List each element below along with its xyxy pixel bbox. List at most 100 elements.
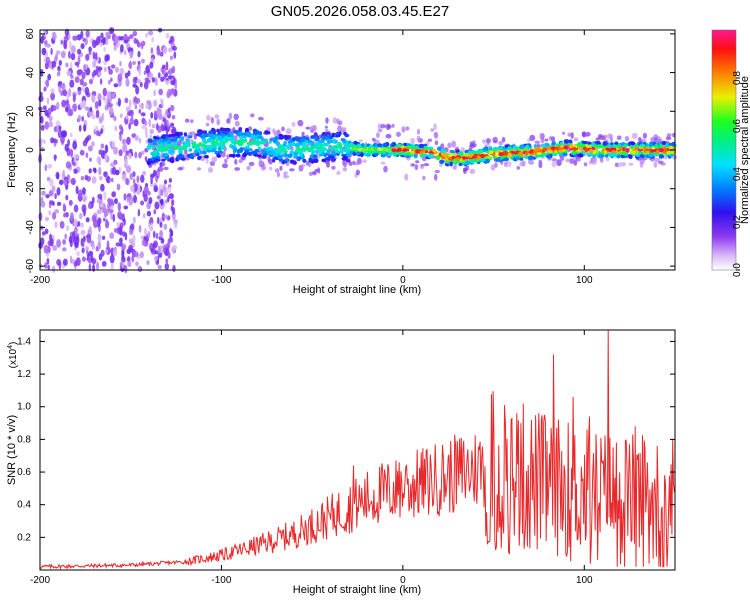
spectrogram-noise-cell (47, 73, 52, 81)
spectrogram-ridge-cell (289, 139, 294, 143)
spectrogram-halo-cell (371, 137, 376, 142)
spectrogram-noise-cell (100, 32, 104, 39)
spectrogram-noise-cell (97, 66, 103, 71)
spectrogram-noise-cell (160, 238, 165, 244)
spectrogram-noise-cell (50, 88, 55, 94)
spectrogram-noise-cell (40, 124, 45, 131)
spectrogram-halo-cell (163, 166, 169, 171)
spectrogram-noise-cell (43, 244, 49, 249)
spectrogram-noise-cell (130, 223, 135, 230)
spectrogram-noise-cell (136, 41, 141, 48)
spectrogram-noise-cell (61, 130, 66, 138)
snr-frame (39, 329, 676, 571)
spectrogram-noise-cell (162, 185, 167, 193)
spectrogram-noise-cell (162, 46, 168, 55)
spectrogram-ridge-cell (465, 161, 471, 165)
spectrogram-ridge-cell (321, 131, 326, 137)
spectrogram-noise-cell (40, 36, 44, 44)
spectrogram-noise-cell (43, 139, 46, 144)
spectrogram-halo-cell (291, 121, 296, 127)
spectrogram-noise-cell (128, 152, 132, 160)
spectrogram-halo-cell (492, 136, 498, 144)
spectrogram-noise-cell (150, 112, 154, 119)
spectrogram-halo-cell (539, 132, 545, 140)
spectrogram-noise-cell (168, 107, 171, 114)
spectrogram-noise-cell (124, 72, 129, 79)
spectrogram-noise-cell (132, 171, 136, 178)
spectrogram-ridge-cell (193, 149, 199, 154)
y-tick-label: 0.6 (17, 467, 31, 478)
spectrogram-ridge-cell (603, 150, 608, 155)
colorbar-label-visible: Normalized spectral amplitude (739, 76, 750, 224)
spectrogram-noise-cell (89, 78, 93, 85)
spectrogram-noise-cell (91, 215, 97, 223)
spectrogram-noise-cell (168, 68, 173, 76)
spectrogram-ridge-cell (367, 150, 371, 155)
spectrogram-halo-cell (423, 163, 430, 167)
spectrogram-ridge-cell (238, 127, 243, 132)
spectrogram-noise-cell (54, 209, 60, 214)
spectrogram-ridge-cell (254, 141, 259, 146)
spectrogram-ridge-cell (444, 157, 449, 162)
colorbar-tick-label: 0.0 (732, 263, 743, 277)
spectrogram-ridge-cell (280, 146, 286, 151)
spectrogram-noise-cell (120, 36, 124, 41)
spectrogram-noise-cell (116, 183, 121, 191)
spectrogram-halo-cell (415, 160, 420, 164)
spectrogram-halo-cell (595, 137, 601, 141)
spectrogram-halo-cell (336, 170, 341, 176)
spectrogram-noise-cell (137, 60, 141, 66)
spectrogram-noise-cell (39, 147, 45, 152)
spectrogram-halo-cell (165, 119, 169, 127)
spectrogram-halo-cell (226, 118, 231, 124)
spectrogram-noise-cell (119, 237, 123, 244)
spectrogram-noise-cell (73, 218, 78, 227)
spectrogram-noise-cell (125, 178, 130, 186)
spectrogram-noise-cell (113, 45, 117, 51)
spectrogram-ridge-cell (149, 145, 156, 148)
spectrogram-halo-cell (569, 158, 575, 164)
spectrogram-ridge-cell (618, 146, 623, 151)
spectrogram-halo-cell (289, 168, 295, 172)
spectrogram-halo-cell (151, 123, 156, 129)
spectrogram-ridge-cell (282, 142, 287, 147)
spectrogram-noise-cell (165, 80, 170, 85)
spectrogram-noise-cell (148, 118, 152, 128)
spectrogram-halo-cell (279, 165, 283, 171)
spectrogram-ridge-cell (423, 145, 429, 151)
spectrogram-noise-cell (56, 187, 61, 196)
spectrogram-noise-cell (108, 68, 113, 75)
spectrogram-noise-cell (80, 43, 85, 50)
spectrogram-ridge-cell (464, 152, 470, 157)
spectrogram-halo-cell (624, 136, 630, 142)
spectrogram-ridge-cell (166, 140, 172, 144)
spectrogram-noise-cell (132, 83, 137, 88)
spectrogram-noise-cell (144, 148, 149, 153)
spectrogram-noise-cell (46, 257, 50, 265)
spectrogram-halo-cell (450, 141, 457, 148)
spectrogram-ridge-cell (261, 149, 266, 154)
spectrogram-noise-cell (97, 217, 102, 225)
spectrogram-noise-cell (45, 56, 51, 65)
spectrogram-noise-cell (140, 235, 144, 240)
spectrogram-noise-cell (103, 46, 106, 52)
spectrogram-halo-cell (573, 137, 579, 142)
spectrogram-halo-cell (190, 119, 194, 124)
spectrogram-noise-cell (124, 264, 128, 274)
spectrogram-ridge-cell (152, 150, 159, 154)
spectrogram-ridge-cell (150, 160, 156, 164)
spectrogram-noise-cell (65, 161, 71, 169)
spectrogram-noise-cell (55, 50, 61, 55)
spectrogram-noise-cell (84, 174, 89, 181)
spectrogram-noise-cell (135, 97, 141, 104)
spectrogram-halo-cell (628, 162, 634, 166)
spectrogram-noise-cell (128, 244, 134, 252)
spectrogram-ridge-cell (472, 158, 478, 162)
spectrogram-halo-cell (575, 157, 581, 162)
spectrogram-ridge-cell (413, 153, 418, 159)
spectrogram-halo-cell (238, 159, 243, 164)
spectrogram-cells (37, 27, 678, 274)
spectrogram-ridge-cell (612, 144, 618, 149)
spectrogram-noise-cell (78, 69, 83, 74)
colorbar: 0.0 0.2 0.4 0.6 0.8 Normalized spectral ampl… (711, 29, 750, 277)
